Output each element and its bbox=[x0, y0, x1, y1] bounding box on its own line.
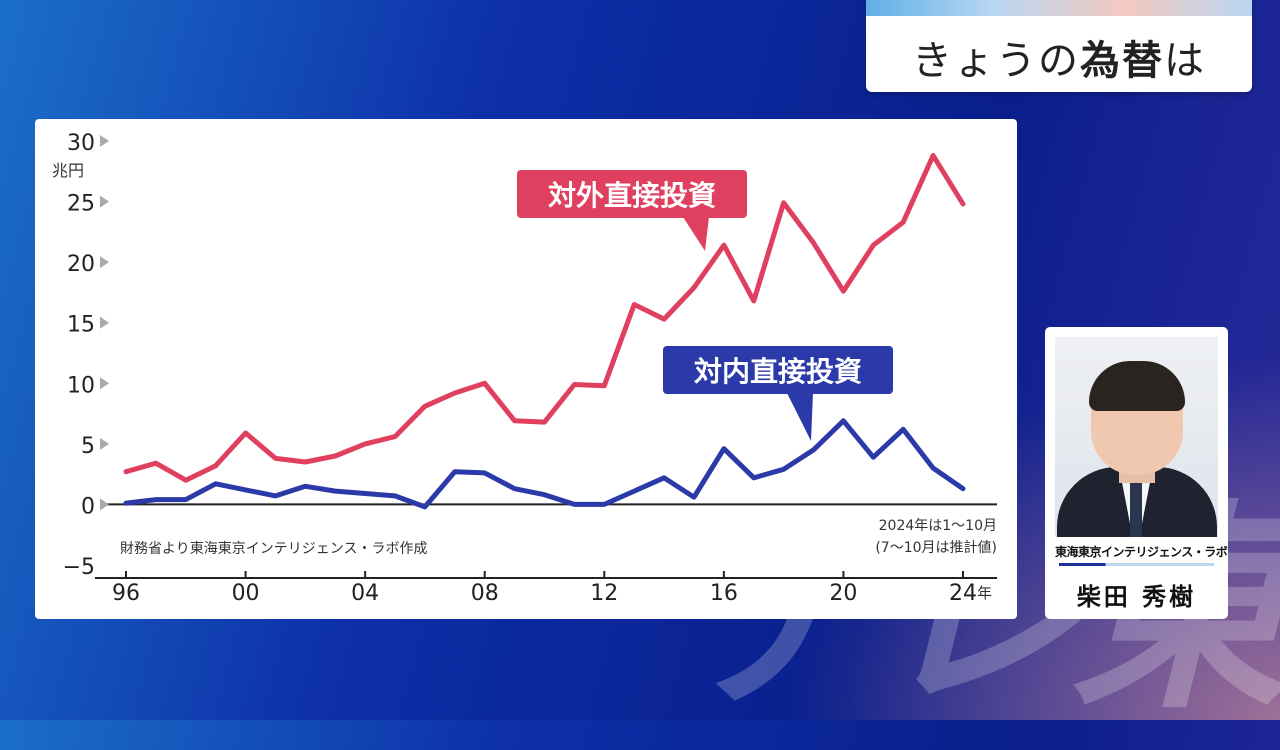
x-tick-label: 20 bbox=[829, 581, 857, 606]
photo-hair bbox=[1089, 361, 1185, 411]
x-axis-unit-label: 年 bbox=[977, 584, 992, 602]
photo-tie bbox=[1130, 477, 1142, 537]
y-tick-marker bbox=[100, 498, 109, 511]
commentator-card: 東海東京インテリジェンス・ラボ 柴田 秀樹 bbox=[1045, 327, 1228, 619]
legend-outward-fdi: 対外直接投資 bbox=[517, 170, 747, 251]
x-tick-label: 96 bbox=[112, 581, 140, 606]
y-tick-marker bbox=[100, 437, 109, 450]
commentator-name: 柴田 秀樹 bbox=[1076, 583, 1197, 611]
title-prefix: きょうの bbox=[912, 38, 1080, 84]
x-tick-label: 12 bbox=[590, 581, 618, 606]
organization-underline bbox=[1059, 563, 1214, 566]
line-chart: 30 25 20 15 10 5 0 −5 96 00 04 08 12 16 20 24 兆円 年 財務省よ… bbox=[52, 131, 997, 606]
legend-outward-box bbox=[517, 170, 747, 218]
series-line-inward-fdi bbox=[123, 418, 966, 510]
y-tick-marker bbox=[100, 195, 109, 208]
x-tick-label: 08 bbox=[471, 581, 499, 606]
x-tick-label: 00 bbox=[232, 581, 260, 606]
y-tick-marker bbox=[100, 135, 109, 147]
commentator-organization: 東海東京インテリジェンス・ラボ bbox=[1055, 545, 1228, 559]
footnote-estimate: (7〜10月は推計値) bbox=[875, 540, 997, 556]
title-card-accent-bar bbox=[866, 0, 1252, 16]
title-suffix: は bbox=[1164, 38, 1206, 84]
legend-outward-pointer bbox=[683, 217, 709, 251]
legend-inward-label: 対内直接投資 bbox=[694, 355, 862, 388]
footnote-period: 2024年は1〜10月 bbox=[879, 518, 997, 534]
legend-inward-pointer bbox=[787, 393, 813, 441]
legend-outward-label: 対外直接投資 bbox=[548, 179, 716, 212]
y-tick-label: 20 bbox=[67, 252, 95, 277]
y-tick-marker bbox=[100, 316, 109, 329]
chart-panel: 30 25 20 15 10 5 0 −5 96 00 04 08 12 16 20 24 兆円 年 財務省よ… bbox=[35, 119, 1017, 619]
y-tick-marker bbox=[100, 377, 109, 390]
title-card: きょうの為替は bbox=[866, 0, 1252, 92]
y-tick-label: 30 bbox=[67, 131, 95, 156]
page-title: きょうの為替は bbox=[866, 28, 1252, 86]
y-tick-label: 25 bbox=[67, 192, 95, 217]
y-tick-label: 0 bbox=[81, 494, 95, 519]
y-axis-unit-label: 兆円 bbox=[52, 161, 84, 180]
series-line-outward-fdi bbox=[123, 153, 966, 483]
x-tick-label: 24 bbox=[949, 581, 977, 606]
legend-inward-fdi: 対内直接投資 bbox=[663, 346, 893, 441]
x-tick-label: 04 bbox=[351, 581, 379, 606]
title-bold: 為替 bbox=[1080, 38, 1164, 84]
y-tick-marker bbox=[100, 256, 109, 269]
source-note: 財務省より東海東京インテリジェンス・ラボ作成 bbox=[120, 541, 427, 557]
legend-inward-box bbox=[663, 346, 893, 394]
y-tick-label: 15 bbox=[67, 313, 95, 338]
x-tick-label: 16 bbox=[710, 581, 738, 606]
y-tick-label: −5 bbox=[63, 555, 95, 580]
y-tick-label: 10 bbox=[67, 373, 95, 398]
y-tick-label: 5 bbox=[81, 434, 95, 459]
commentator-photo bbox=[1055, 337, 1218, 537]
